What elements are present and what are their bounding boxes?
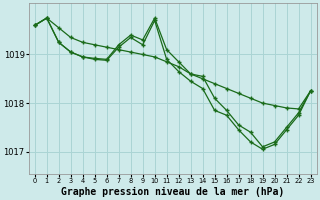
X-axis label: Graphe pression niveau de la mer (hPa): Graphe pression niveau de la mer (hPa) — [61, 186, 284, 197]
